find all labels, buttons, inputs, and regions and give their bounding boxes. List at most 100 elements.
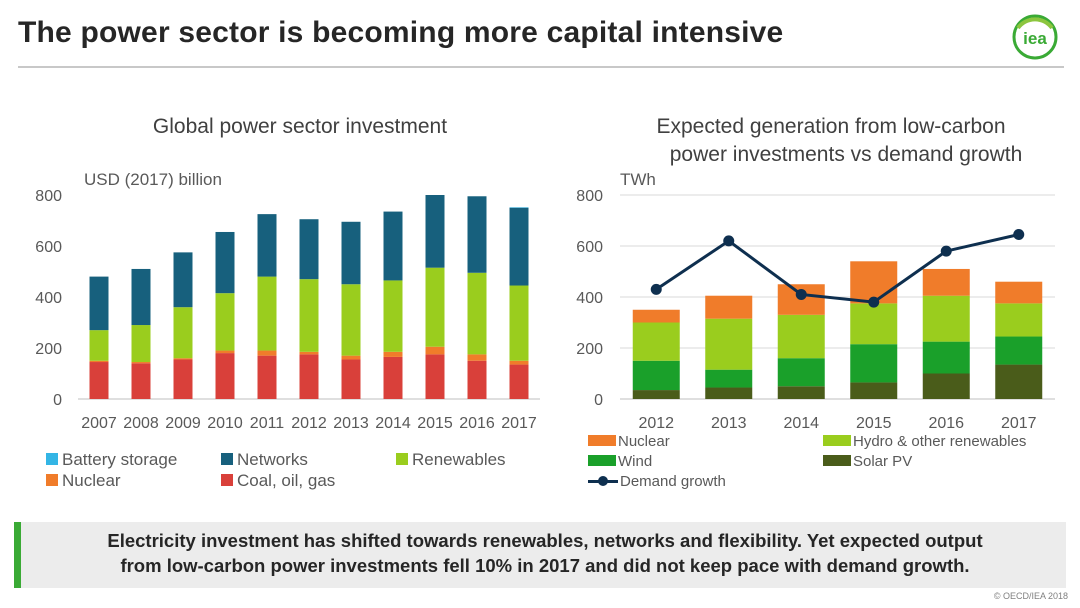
legend-r-wind: Wind bbox=[588, 453, 652, 470]
iea-logo: iea bbox=[1012, 14, 1058, 60]
bar-wind-2013 bbox=[705, 369, 753, 388]
bar-coal-oil-gas-2014 bbox=[383, 356, 403, 399]
bar-renewables-2009 bbox=[173, 307, 193, 359]
bar-coal-oil-gas-2012 bbox=[299, 354, 319, 399]
demand-growth-line bbox=[655, 233, 1020, 304]
legend-coal-oil-gas: Coal, oil, gas bbox=[221, 471, 335, 491]
bar-hydro-other-renewables-2013 bbox=[705, 318, 753, 370]
bar-networks-2013 bbox=[341, 221, 361, 285]
x-tick-label: 2012 bbox=[291, 415, 327, 432]
y-tick-label: 400 bbox=[35, 290, 62, 307]
x-tick-label: 2015 bbox=[417, 415, 453, 432]
demand-growth-point-2017 bbox=[1013, 229, 1025, 241]
bar-solar-pv-2013 bbox=[705, 387, 753, 399]
bar-nuclear-2017 bbox=[509, 360, 529, 365]
bar-networks-2015 bbox=[425, 195, 445, 268]
bar-solar-pv-2015 bbox=[850, 382, 898, 399]
x-tick-label: 2015 bbox=[856, 415, 892, 432]
bar-wind-2017 bbox=[995, 336, 1043, 365]
x-tick-label: 2013 bbox=[333, 415, 369, 432]
x-tick-label: 2009 bbox=[165, 415, 201, 432]
x-tick-label: 2014 bbox=[375, 415, 411, 432]
legend-r-solar: Solar PV bbox=[823, 453, 912, 470]
demand-growth-point-2014 bbox=[795, 288, 807, 300]
y-tick-label: 0 bbox=[53, 392, 62, 409]
demand-growth-point-2015 bbox=[868, 296, 880, 308]
right-chart-unit: TWh bbox=[620, 170, 656, 189]
left-chart-title: Global power sector investment bbox=[152, 115, 448, 138]
bar-hydro-other-renewables-2015 bbox=[850, 303, 898, 345]
y-tick-label: 0 bbox=[594, 392, 603, 409]
bar-nuclear-2012 bbox=[632, 309, 680, 323]
bar-renewables-2016 bbox=[467, 272, 487, 355]
demand-growth-point-2012 bbox=[650, 283, 662, 295]
bar-nuclear-2015 bbox=[850, 261, 898, 304]
x-tick-label: 2011 bbox=[250, 415, 285, 432]
legend-swatch-r-solar bbox=[823, 455, 851, 466]
legend-networks: Networks bbox=[221, 450, 308, 470]
x-tick-label: 2012 bbox=[638, 415, 674, 432]
x-tick-label: 2017 bbox=[501, 415, 537, 432]
bar-renewables-2017 bbox=[509, 285, 529, 361]
key-message-line1: Electricity investment has shifted towar… bbox=[107, 530, 983, 551]
bar-networks-2011 bbox=[257, 214, 277, 277]
bar-battery-storage-2017 bbox=[509, 207, 529, 208]
legend-swatch-r-demand bbox=[588, 475, 618, 487]
legend-swatch-coal bbox=[221, 474, 233, 486]
y-tick-label: 800 bbox=[576, 188, 603, 205]
bar-renewables-2014 bbox=[383, 280, 403, 352]
bar-nuclear-2015 bbox=[425, 346, 445, 355]
bar-nuclear-2010 bbox=[215, 350, 235, 354]
bar-networks-2010 bbox=[215, 231, 235, 294]
x-tick-label: 2014 bbox=[783, 415, 819, 432]
bar-networks-2009 bbox=[173, 252, 193, 308]
bar-coal-oil-gas-2007 bbox=[89, 362, 109, 399]
bar-nuclear-2016 bbox=[922, 268, 970, 296]
logo-text: iea bbox=[1023, 29, 1047, 48]
x-tick-label: 2016 bbox=[928, 415, 964, 432]
left-chart-unit: USD (2017) billion bbox=[84, 170, 222, 189]
legend-renewables: Renewables bbox=[396, 450, 506, 470]
bar-renewables-2007 bbox=[89, 330, 109, 361]
bar-nuclear-2007 bbox=[89, 360, 109, 363]
bar-hydro-other-renewables-2016 bbox=[922, 295, 970, 342]
legend-swatch-renewables bbox=[396, 453, 408, 465]
bar-nuclear-2009 bbox=[173, 358, 193, 360]
y-tick-label: 800 bbox=[35, 188, 62, 205]
x-tick-label: 2010 bbox=[207, 415, 243, 432]
legend-swatch-r-nuclear bbox=[588, 435, 616, 446]
legend-r-nuclear: Nuclear bbox=[588, 433, 670, 450]
bar-nuclear-2012 bbox=[299, 351, 319, 355]
bar-solar-pv-2014 bbox=[777, 386, 825, 399]
legend-swatch-nuclear bbox=[46, 474, 58, 486]
bar-networks-2012 bbox=[299, 219, 319, 280]
title-divider bbox=[18, 66, 1064, 68]
bar-renewables-2008 bbox=[131, 325, 151, 363]
bar-nuclear-2008 bbox=[131, 362, 151, 364]
right-chart-title-line1: Expected generation from low-carbon bbox=[656, 115, 1006, 138]
bar-renewables-2013 bbox=[341, 284, 361, 356]
key-message-accent bbox=[14, 522, 21, 588]
legend-swatch-battery bbox=[46, 453, 58, 465]
legend-r-hydro: Hydro & other renewables bbox=[823, 433, 1026, 450]
generation-chart: 0 200 400 600 800 2012 2013 2014 2015 2016 2017 bbox=[576, 188, 1055, 432]
bar-renewables-2015 bbox=[425, 267, 445, 347]
bar-coal-oil-gas-2009 bbox=[173, 359, 193, 399]
investment-chart: 0 200 400 600 800 2007 2008 2009 2010 2011 2012 201… bbox=[35, 188, 540, 432]
bar-coal-oil-gas-2008 bbox=[131, 363, 151, 399]
bar-networks-2016 bbox=[467, 196, 487, 273]
bar-nuclear-2016 bbox=[467, 354, 487, 361]
right-chart-title-line2: power investments vs demand growth bbox=[669, 143, 1023, 166]
bar-solar-pv-2016 bbox=[922, 373, 970, 399]
page-title: The power sector is becoming more capita… bbox=[18, 16, 784, 49]
legend-nuclear: Nuclear bbox=[46, 471, 121, 491]
bar-hydro-other-renewables-2012 bbox=[632, 322, 680, 361]
bar-renewables-2011 bbox=[257, 276, 277, 351]
legend-battery-storage: Battery storage bbox=[46, 450, 177, 470]
bar-coal-oil-gas-2011 bbox=[257, 355, 277, 399]
bar-wind-2016 bbox=[922, 341, 970, 374]
bar-renewables-2012 bbox=[299, 279, 319, 352]
x-tick-label: 2008 bbox=[123, 415, 159, 432]
bar-coal-oil-gas-2017 bbox=[509, 364, 529, 399]
bar-nuclear-2013 bbox=[341, 355, 361, 360]
